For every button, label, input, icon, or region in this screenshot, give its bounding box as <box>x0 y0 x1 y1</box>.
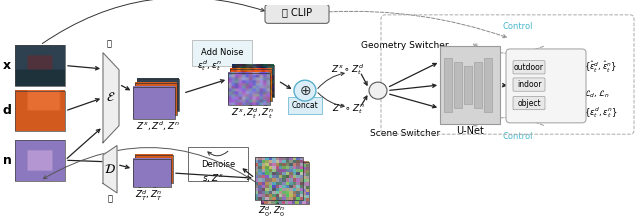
Bar <box>230 69 272 101</box>
FancyBboxPatch shape <box>513 78 545 91</box>
Bar <box>135 155 173 183</box>
Bar <box>15 45 65 86</box>
FancyBboxPatch shape <box>265 4 329 23</box>
Text: $\mathcal{E}$: $\mathcal{E}$ <box>106 91 116 104</box>
Text: $\epsilon_t^d, \epsilon_t^n$: $\epsilon_t^d, \epsilon_t^n$ <box>198 58 223 73</box>
Bar <box>228 73 270 105</box>
Text: $Z^x, \hat{Z}_t^d, \hat{Z}_t^n$: $Z^x, \hat{Z}_t^d, \hat{Z}_t^n$ <box>231 104 274 121</box>
Circle shape <box>369 82 387 99</box>
Bar <box>133 87 175 119</box>
Bar <box>135 83 177 115</box>
Text: 🔒: 🔒 <box>106 40 111 49</box>
Text: $\hat{Z}_T^d, \hat{Z}_T^n$: $\hat{Z}_T^d, \hat{Z}_T^n$ <box>135 186 163 203</box>
Text: $Z^x \circ Z_t^n$: $Z^x \circ Z_t^n$ <box>332 103 364 116</box>
Text: $\oplus$: $\oplus$ <box>299 84 311 98</box>
Polygon shape <box>103 53 119 143</box>
Text: d: d <box>3 104 12 117</box>
Bar <box>464 66 472 104</box>
Text: $Z^x \circ Z_t^d$: $Z^x \circ Z_t^d$ <box>332 62 365 77</box>
Text: $\{\hat{\epsilon}_t^d, \hat{\epsilon}_t^n\}$: $\{\hat{\epsilon}_t^d, \hat{\epsilon}_t^… <box>584 60 617 75</box>
Text: Concat: Concat <box>292 101 318 110</box>
Text: indoor: indoor <box>516 80 541 89</box>
Bar <box>255 157 303 200</box>
FancyBboxPatch shape <box>513 61 545 74</box>
Text: Scene Switcher: Scene Switcher <box>370 129 440 138</box>
Text: 🔒: 🔒 <box>108 194 113 203</box>
Text: multistep: multistep <box>200 150 236 160</box>
Bar <box>454 62 462 108</box>
Bar <box>484 58 492 112</box>
Bar <box>474 62 482 108</box>
Text: object: object <box>517 99 541 108</box>
Text: 🔒 CLIP: 🔒 CLIP <box>282 7 312 17</box>
FancyBboxPatch shape <box>513 97 545 110</box>
Bar <box>232 65 274 97</box>
Text: $\{\epsilon_t^d, \epsilon_t^n\}$: $\{\epsilon_t^d, \epsilon_t^n\}$ <box>584 105 618 120</box>
Text: Control: Control <box>503 132 533 141</box>
Text: n: n <box>3 154 12 167</box>
Polygon shape <box>103 146 117 193</box>
Circle shape <box>294 80 316 101</box>
Text: $Z^x, Z^d, Z^n$: $Z^x, Z^d, Z^n$ <box>136 120 180 133</box>
Bar <box>137 79 179 112</box>
Text: x: x <box>3 59 11 72</box>
Text: Denoise: Denoise <box>201 160 235 169</box>
Text: $\mathcal{D}$: $\mathcal{D}$ <box>104 163 116 176</box>
Bar <box>444 58 452 112</box>
FancyBboxPatch shape <box>506 49 586 123</box>
Text: Add Noise: Add Noise <box>201 48 243 57</box>
Bar <box>133 159 171 187</box>
Bar <box>261 162 309 204</box>
Text: $s, Z^x$: $s, Z^x$ <box>202 172 224 184</box>
Bar <box>15 140 65 181</box>
Text: $\hat{Z}_0^d, \hat{Z}_0^n$: $\hat{Z}_0^d, \hat{Z}_0^n$ <box>258 202 285 220</box>
Text: $\mathcal{L}_d, \mathcal{L}_n$: $\mathcal{L}_d, \mathcal{L}_n$ <box>584 88 609 100</box>
Text: U-Net: U-Net <box>456 126 484 136</box>
Text: outdoor: outdoor <box>514 63 544 72</box>
Bar <box>440 46 500 124</box>
Bar <box>15 91 65 131</box>
Text: Control: Control <box>503 22 533 31</box>
Text: Geometry Switcher: Geometry Switcher <box>361 41 449 50</box>
